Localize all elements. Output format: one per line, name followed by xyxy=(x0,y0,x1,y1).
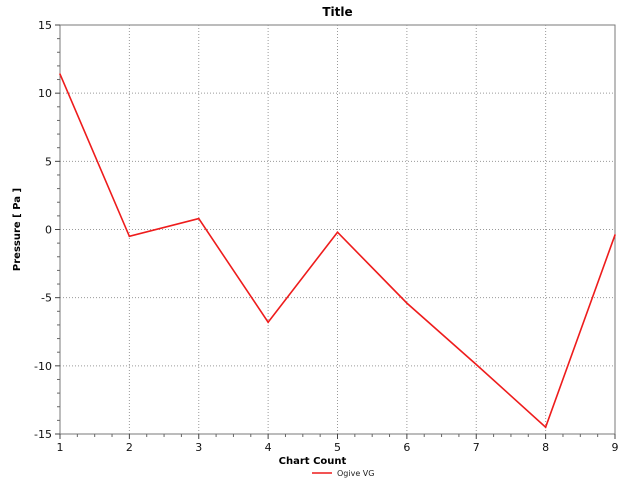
x-tick-label-7: 7 xyxy=(473,441,480,454)
y-tick-label-10: 10 xyxy=(38,87,52,100)
x-tick-label-5: 5 xyxy=(334,441,341,454)
x-tick-label-2: 2 xyxy=(126,441,133,454)
axis-ticks xyxy=(55,24,616,439)
grid-lines xyxy=(60,25,615,434)
series-layer xyxy=(59,73,616,429)
x-axis-tick-labels: 1 2 3 4 5 6 7 8 9 xyxy=(57,441,619,454)
x-tick-label-3: 3 xyxy=(195,441,202,454)
chart-title: Title xyxy=(322,5,352,19)
y-tick-label-15: 15 xyxy=(38,19,52,32)
y-tick-label--5: -5 xyxy=(41,292,52,305)
x-tick-label-9: 9 xyxy=(612,441,619,454)
data-point xyxy=(544,426,547,428)
data-point xyxy=(406,302,408,304)
data-point xyxy=(59,73,61,75)
data-point xyxy=(336,231,339,234)
data-point xyxy=(197,217,200,220)
data-point xyxy=(267,321,269,324)
x-axis-title: Chart Count xyxy=(279,456,347,467)
y-axis-tick-labels: -15 -10 -5 0 5 10 15 xyxy=(34,19,52,441)
y-axis-title: Pressure [ Pa ] xyxy=(12,188,23,271)
x-tick-label-8: 8 xyxy=(542,441,549,454)
x-tick-label-1: 1 xyxy=(57,441,64,454)
legend-label-ogive-vg: Ogive VG xyxy=(337,469,374,478)
y-tick-label--10: -10 xyxy=(34,360,52,373)
data-point xyxy=(475,363,478,366)
legend: Ogive VG xyxy=(312,469,374,478)
x-tick-label-4: 4 xyxy=(265,441,272,454)
x-tick-label-6: 6 xyxy=(403,441,410,454)
y-tick-label--15: -15 xyxy=(34,428,52,441)
data-point xyxy=(614,234,616,236)
y-tick-label-5: 5 xyxy=(45,155,52,168)
data-point xyxy=(128,235,131,238)
y-tick-label-0: 0 xyxy=(45,224,52,237)
